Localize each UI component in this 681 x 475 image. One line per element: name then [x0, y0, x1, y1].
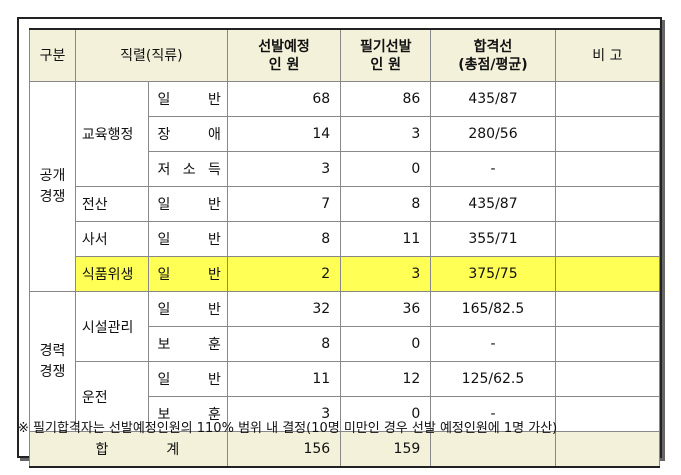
cutoff-score: - — [430, 151, 556, 187]
cutoff-score: 125/62.5 — [430, 361, 556, 397]
header-cutoff: 합격선 (총점/평균) — [430, 28, 556, 82]
footnote: ※ 필기합격자는 선발예정인원의 110% 범위 내 결정(10명 미만인 경우… — [18, 421, 558, 436]
header-planned: 선발예정 인 원 — [226, 28, 342, 82]
planned-count: 3 — [226, 396, 342, 432]
header-division: 구분 — [29, 28, 76, 82]
passed-count: 3 — [340, 116, 432, 152]
total-cutoff-empty — [430, 431, 556, 468]
remarks-cell — [554, 116, 661, 152]
planned-count: 68 — [226, 81, 342, 117]
planned-count: 11 — [226, 361, 342, 397]
remarks-cell — [554, 396, 661, 432]
planned-count: 3 — [226, 151, 342, 187]
planned-count: 8 — [226, 326, 342, 362]
passed-count: 86 — [340, 81, 432, 117]
cutoff-score: 375/75 — [430, 256, 556, 292]
header-position: 직렬(직류) — [74, 28, 228, 82]
passed-count: 0 — [340, 151, 432, 187]
passed-count: 3 — [340, 256, 432, 292]
remarks-cell — [554, 326, 661, 362]
section-open-competition: 공개 경쟁 — [29, 81, 76, 292]
cutoff-score: - — [430, 326, 556, 362]
section-career-competition: 경력 경쟁 — [29, 291, 76, 432]
remarks-cell — [554, 291, 661, 327]
passed-count: 11 — [340, 221, 432, 257]
total-remarks-empty — [554, 431, 661, 468]
planned-count: 8 — [226, 221, 342, 257]
remarks-cell — [554, 186, 661, 222]
passed-count: 0 — [340, 396, 432, 432]
job-food-hygiene: 식품위생 — [74, 256, 150, 292]
header-row: 구분 직렬(직류) 선발예정 인 원 필기선발 인 원 합격선 (총점/평균) … — [29, 28, 661, 82]
cutoff-score: 435/87 — [430, 81, 556, 117]
cutoff-score: 435/87 — [430, 186, 556, 222]
remarks-cell — [554, 221, 661, 257]
job-facility-management: 시설관리 — [74, 291, 150, 362]
job-computing: 전산 — [74, 186, 150, 222]
remarks-cell — [554, 151, 661, 187]
passed-count: 8 — [340, 186, 432, 222]
planned-count: 14 — [226, 116, 342, 152]
job-driver: 운전 — [74, 361, 150, 432]
total-planned: 156 — [226, 431, 342, 468]
cutoff-score: 355/71 — [430, 221, 556, 257]
remarks-cell — [554, 81, 661, 117]
remarks-cell — [554, 361, 661, 397]
job-librarian: 사서 — [74, 221, 150, 257]
passed-count: 0 — [340, 326, 432, 362]
header-passed: 필기선발 인 원 — [340, 28, 432, 82]
planned-count: 2 — [226, 256, 342, 292]
exam-results-table: 구분 직렬(직류) 선발예정 인 원 필기선발 인 원 합격선 (총점/평균) … — [29, 28, 661, 468]
cutoff-score: - — [430, 396, 556, 432]
job-education-admin: 교육행정 — [74, 81, 150, 187]
remarks-cell — [554, 256, 661, 292]
passed-count: 12 — [340, 361, 432, 397]
header-remarks: 비 고 — [554, 28, 661, 82]
total-passed: 159 — [340, 431, 432, 468]
results-frame: 구분 직렬(직류) 선발예정 인 원 필기선발 인 원 합격선 (총점/평균) … — [17, 17, 662, 468]
planned-count: 7 — [226, 186, 342, 222]
planned-count: 32 — [226, 291, 342, 327]
passed-count: 36 — [340, 291, 432, 327]
cutoff-score: 280/56 — [430, 116, 556, 152]
cutoff-score: 165/82.5 — [430, 291, 556, 327]
